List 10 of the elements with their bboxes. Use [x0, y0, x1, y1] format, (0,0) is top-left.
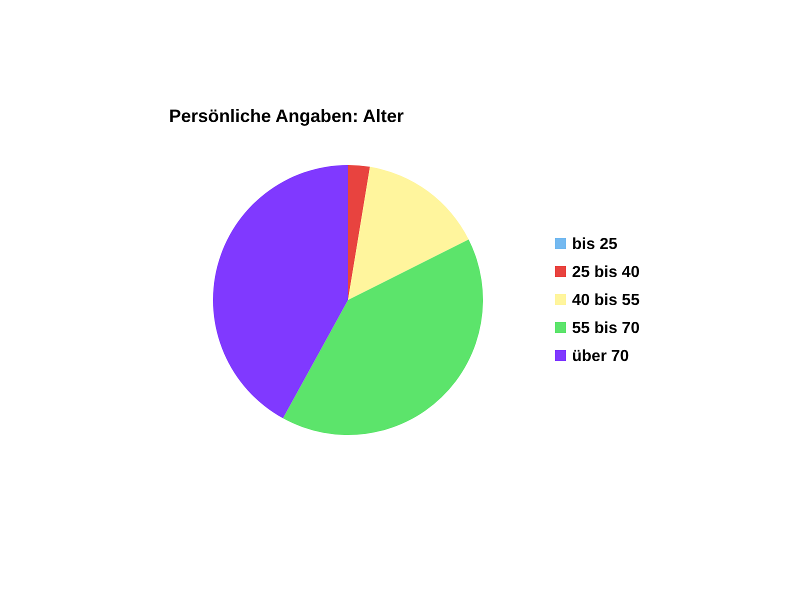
- chart-title: Persönliche Angaben: Alter: [169, 106, 404, 126]
- legend-label: 40 bis 55: [572, 292, 640, 309]
- pie-slice: [282, 239, 483, 435]
- legend-label: bis 25: [572, 236, 618, 253]
- pie-slice: [213, 165, 348, 418]
- legend-label: 55 bis 70: [572, 320, 640, 337]
- pie-slice: [348, 166, 469, 300]
- pie-slice: [348, 165, 370, 300]
- legend-label: 25 bis 40: [572, 264, 640, 281]
- legend-label: über 70: [572, 348, 630, 365]
